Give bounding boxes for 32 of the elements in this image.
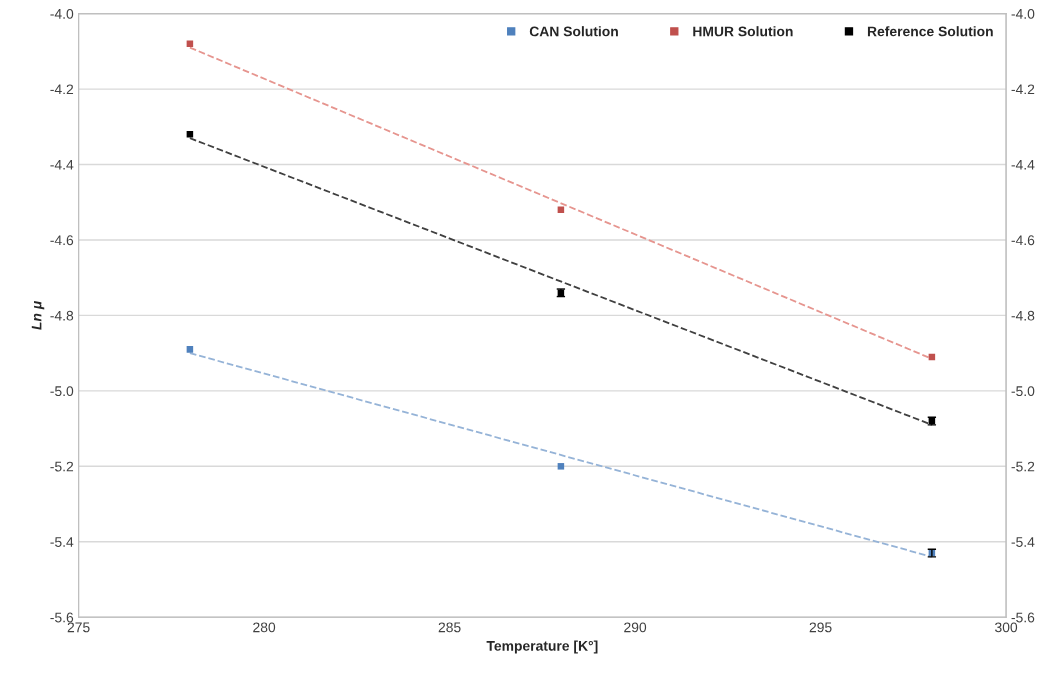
y-tick-label: -5.6 [50,612,74,623]
y2-tick-label: -4.4 [1011,160,1035,170]
y-tick-label: -4.2 [50,84,74,95]
y2-tick-label: -5.6 [1011,612,1035,623]
legend-label: Reference Solution [867,26,993,37]
x-tick-label: 300 [995,622,1018,633]
point [186,346,194,353]
y-axis-title: Ln μ [31,301,45,330]
x-tick-label: 275 [67,622,90,633]
point [186,131,194,138]
y-tick-label: -5.4 [50,537,74,547]
y2-tick-label: -4.2 [1011,84,1035,95]
y2-tick-label: -5.0 [1011,386,1035,397]
legend-label: HMUR Solution [693,26,793,37]
x-axis-title: Temperature [K°] [486,640,598,654]
y2-tick-label: -4.6 [1011,235,1035,246]
y-tick-label: -5.2 [50,461,74,472]
x-tick-label: 290 [624,622,647,633]
y-tick-label: -4.6 [50,235,74,246]
point [557,463,565,470]
x-tick-label: 295 [809,622,832,633]
y2-tick-label: -5.4 [1011,537,1035,547]
y-tick-label: -4.4 [50,160,74,170]
y-tick-label: -4.8 [50,310,74,321]
y-tick-label: -5.0 [50,386,74,397]
legend-label: CAN Solution [529,26,618,37]
y-tick-label: -4.0 [50,8,74,19]
y2-tick-label: -4.0 [1011,8,1035,19]
y2-tick-label: -5.2 [1011,461,1035,472]
x-tick-label: 285 [438,622,461,633]
y2-tick-label: -4.8 [1011,310,1035,321]
x-tick-label: 280 [253,622,276,633]
